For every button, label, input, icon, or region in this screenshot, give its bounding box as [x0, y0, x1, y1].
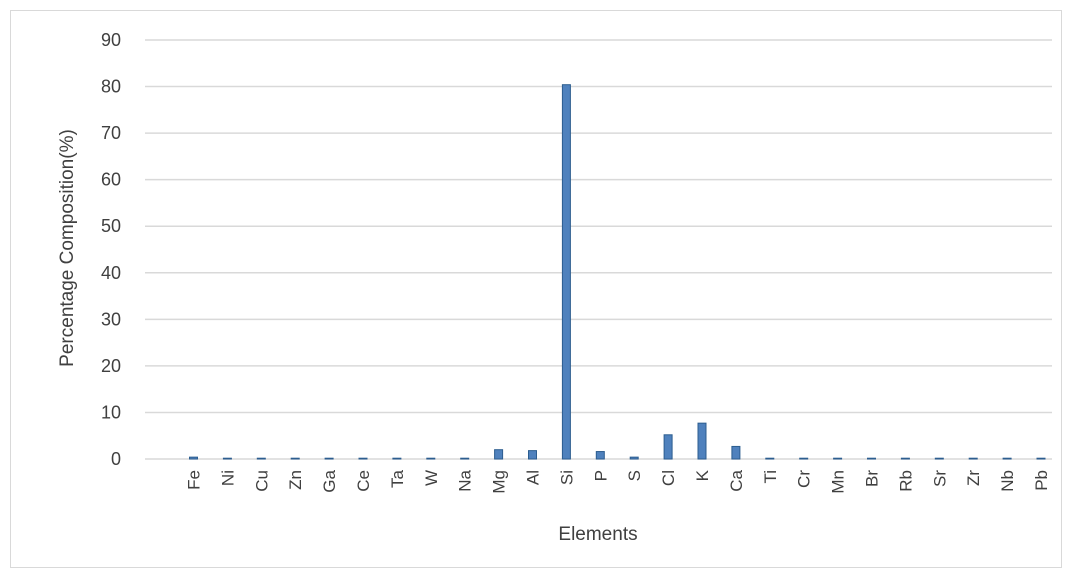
bar-Mg [494, 449, 504, 460]
bar-Zn [290, 457, 300, 460]
x-tick-label: Ti [761, 470, 780, 484]
y-tick-label: 60 [101, 170, 121, 190]
bar-Ti [765, 457, 775, 460]
y-tick-label: 80 [101, 77, 121, 97]
x-tick-label: Na [456, 469, 475, 491]
bar-K [697, 422, 707, 460]
bar-Fe [189, 456, 198, 460]
x-tick-label: K [693, 469, 712, 481]
x-tick-label: P [591, 470, 610, 481]
bar-Rb [900, 457, 910, 460]
y-tick-label: 10 [101, 402, 121, 422]
bars [189, 84, 1046, 460]
x-tick-label: Fe [185, 470, 204, 490]
y-tick-label: 30 [101, 309, 121, 329]
y-tick-label: 90 [101, 30, 121, 50]
bar-Br [867, 457, 876, 460]
x-tick-label: Rb [896, 470, 915, 492]
x-tick-label: Mg [490, 470, 509, 494]
bar-Sr [934, 457, 944, 460]
bar-Si [561, 84, 571, 460]
bar-Ga [324, 457, 334, 460]
y-tick-label: 70 [101, 123, 121, 143]
x-tick-label: Si [557, 470, 576, 485]
bar-Cl [663, 434, 673, 460]
bar-S [629, 456, 639, 460]
x-tick-label: Ca [727, 469, 746, 491]
y-axis-ticks: 0 10 20 30 40 50 60 70 80 90 [101, 30, 121, 469]
x-tick-label: Cr [795, 470, 814, 488]
x-axis-label: Elements [558, 524, 637, 545]
x-tick-label: Ni [218, 470, 237, 486]
x-tick-label: Mn [829, 470, 848, 494]
x-tick-label: S [625, 470, 644, 481]
bar-Ca [731, 445, 741, 460]
bar-Zr [968, 457, 978, 460]
bar-Ni [222, 457, 232, 460]
x-tick-label: Ta [388, 469, 407, 488]
y-axis-label: Percentage Composition(%) [57, 129, 78, 367]
x-tick-label: Al [524, 470, 543, 485]
bar-Pb [1036, 457, 1046, 460]
bar-Cr [799, 457, 809, 460]
x-tick-label: Zr [964, 470, 983, 486]
bar-Ta [392, 457, 402, 460]
y-tick-label: 0 [111, 449, 121, 469]
bar-Mn [833, 457, 843, 460]
x-axis-ticks: Fe Ni Cu Zn Ga Ce Ta W Na Mg Al Si P S Cl K Ca Ti Cr Mn Br Rb… [185, 469, 1052, 493]
chart-frame [10, 10, 1062, 568]
bar-Cu [256, 457, 266, 460]
x-tick-label: Ga [320, 469, 339, 492]
bar-Al [528, 450, 537, 460]
x-tick-label: Br [863, 470, 882, 487]
x-tick-label: Zn [286, 470, 305, 490]
bar-Ce [358, 457, 368, 460]
bar-Nb [1002, 457, 1012, 460]
x-tick-label: Nb [998, 470, 1017, 492]
y-tick-label: 20 [101, 356, 121, 376]
x-tick-label: Sr [930, 470, 949, 487]
x-tick-label: Pb [1032, 470, 1051, 491]
bar-P [595, 451, 605, 460]
x-tick-label: W [422, 470, 441, 486]
bar-Na [460, 457, 470, 460]
y-tick-label: 50 [101, 216, 121, 236]
y-tick-label: 40 [101, 263, 121, 283]
x-tick-label: Cu [252, 470, 271, 492]
grid-lines [145, 39, 1052, 460]
x-tick-label: Cl [659, 470, 678, 486]
x-tick-label: Ce [354, 470, 373, 492]
bar-W [426, 457, 436, 460]
